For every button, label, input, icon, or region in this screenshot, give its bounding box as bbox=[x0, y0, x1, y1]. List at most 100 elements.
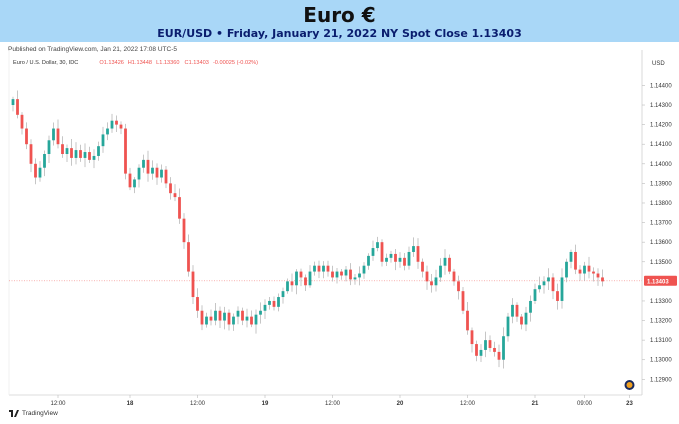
y-tick-label: 1.13900 bbox=[650, 181, 672, 187]
candle-body bbox=[245, 316, 249, 321]
candle-body bbox=[232, 316, 235, 325]
candle-body bbox=[169, 183, 172, 194]
candle-body bbox=[349, 269, 352, 280]
candle-body bbox=[524, 312, 528, 325]
candle-body bbox=[443, 257, 447, 266]
candle-body bbox=[110, 120, 114, 129]
candle-body bbox=[223, 312, 226, 321]
y-tick-label: 1.14300 bbox=[650, 103, 672, 109]
candle-body bbox=[371, 248, 375, 256]
tradingview-icon bbox=[9, 410, 19, 417]
candle-body bbox=[331, 271, 334, 278]
candle-body bbox=[137, 167, 141, 180]
x-tick-label: 21 bbox=[532, 401, 539, 407]
candle-body bbox=[592, 271, 595, 274]
page-title: Euro € bbox=[303, 3, 376, 27]
candle-body bbox=[475, 344, 478, 356]
candle-body bbox=[218, 310, 222, 321]
candle-body bbox=[497, 351, 501, 360]
legend-symbol: Euro / U.S. Dollar, 30, IDC bbox=[13, 60, 78, 66]
candle-body bbox=[191, 271, 195, 298]
candle-body bbox=[241, 310, 244, 321]
candle-body bbox=[259, 310, 262, 315]
realtime-marker-dot bbox=[626, 382, 633, 388]
candle-body bbox=[205, 316, 208, 325]
x-tick-label: 12:00 bbox=[190, 401, 206, 407]
tradingview-logo[interactable]: TradingView bbox=[9, 410, 58, 417]
candle-body bbox=[254, 314, 258, 325]
candle-body bbox=[74, 150, 78, 158]
candle-body bbox=[502, 336, 505, 360]
candle-body bbox=[142, 159, 145, 168]
candle-body bbox=[70, 148, 73, 158]
y-tick-label: 1.13000 bbox=[650, 358, 672, 364]
candle-body bbox=[173, 193, 177, 198]
y-tick-label: 1.13700 bbox=[650, 221, 672, 227]
candle-body bbox=[227, 312, 231, 325]
candle-body bbox=[596, 273, 600, 278]
candle-body bbox=[574, 251, 577, 270]
candle-body bbox=[448, 257, 451, 272]
y-tick-label: 1.13500 bbox=[650, 260, 672, 266]
x-tick-label: 18 bbox=[127, 401, 134, 407]
candle-body bbox=[380, 242, 384, 262]
candle-body bbox=[547, 277, 550, 282]
candle-body bbox=[128, 173, 132, 188]
candle-body bbox=[38, 167, 42, 178]
candle-body bbox=[403, 257, 406, 266]
candle-body bbox=[133, 179, 136, 188]
candle-body bbox=[430, 281, 433, 286]
candle-body bbox=[340, 271, 343, 276]
candle-body bbox=[560, 277, 564, 301]
candle-body bbox=[407, 251, 411, 266]
candle-body bbox=[268, 300, 271, 305]
candle-body bbox=[119, 124, 123, 129]
candle-body bbox=[362, 265, 366, 274]
y-tick-label: 1.14000 bbox=[650, 162, 672, 168]
candle-body bbox=[20, 114, 24, 129]
x-tick-label: 19 bbox=[262, 401, 269, 407]
candle-body bbox=[385, 257, 388, 262]
candle-body bbox=[394, 253, 397, 262]
candle-body bbox=[542, 281, 546, 286]
candle-body bbox=[421, 261, 424, 272]
candle-body bbox=[416, 246, 420, 262]
candle-body bbox=[290, 281, 294, 286]
candle-body bbox=[587, 265, 591, 272]
candle-body bbox=[538, 285, 541, 290]
candle-body bbox=[236, 310, 240, 317]
candle-body bbox=[61, 144, 64, 155]
candle-body bbox=[461, 291, 465, 311]
candle-body bbox=[178, 197, 181, 219]
candle-body bbox=[583, 265, 586, 274]
candle-body bbox=[286, 281, 289, 292]
x-tick-label: 12:00 bbox=[50, 401, 66, 407]
candle-body bbox=[412, 246, 415, 252]
candle-body bbox=[511, 304, 514, 317]
legend-open: O1.13426 bbox=[99, 60, 124, 66]
candle-body bbox=[124, 128, 127, 174]
candle-body bbox=[151, 167, 154, 174]
y-tick-label: 1.13200 bbox=[650, 319, 672, 325]
candle-body bbox=[106, 128, 109, 135]
candle-body bbox=[376, 242, 379, 249]
candle-body bbox=[470, 330, 474, 345]
y-tick-label: 1.13100 bbox=[650, 338, 672, 344]
candle-body bbox=[65, 148, 69, 155]
legend-high: H1.13448 bbox=[128, 60, 152, 66]
candle-body bbox=[263, 304, 267, 311]
candle-body bbox=[529, 300, 532, 313]
candle-body bbox=[56, 128, 60, 145]
last-price-label: 1.13403 bbox=[647, 279, 669, 285]
candle-body bbox=[434, 277, 438, 286]
candle-body bbox=[452, 271, 456, 282]
candle-body bbox=[52, 128, 55, 141]
x-tick-label: 12:00 bbox=[460, 401, 476, 407]
candle-body bbox=[326, 265, 330, 272]
candle-body bbox=[79, 150, 82, 158]
tradingview-label: TradingView bbox=[22, 410, 58, 417]
candle-body bbox=[209, 316, 213, 321]
candle-body bbox=[83, 152, 87, 158]
candle-body bbox=[335, 271, 339, 278]
